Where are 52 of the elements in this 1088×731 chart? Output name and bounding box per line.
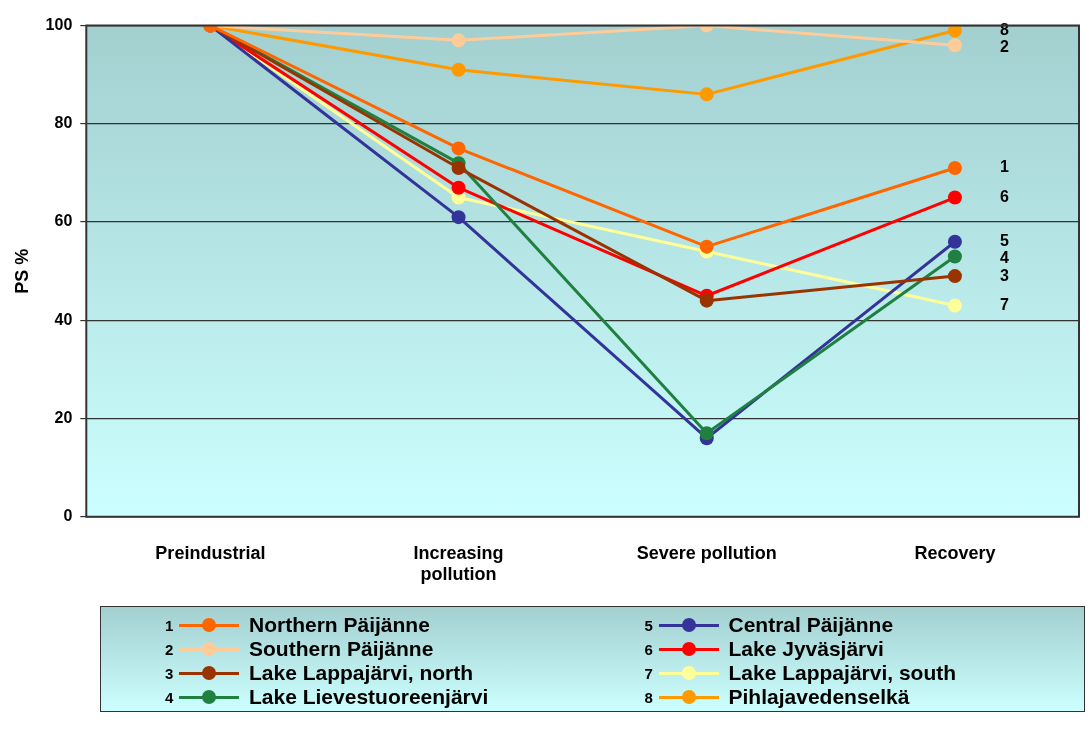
y-tick-label: 0	[63, 507, 73, 525]
point	[451, 210, 466, 225]
y-tick-label: 60	[54, 212, 73, 230]
legend-label: Lake Jyväsjärvi	[728, 637, 884, 661]
annotation: 4	[999, 249, 1009, 267]
point	[947, 25, 962, 38]
x-tick-label: Recovery	[914, 542, 996, 563]
x-tick-label: Severe pollution	[636, 542, 777, 563]
point	[699, 239, 714, 254]
point	[947, 161, 962, 176]
legend-label: Southern Päijänne	[249, 637, 434, 661]
text: 8	[644, 688, 653, 706]
point	[699, 293, 714, 308]
point	[699, 87, 714, 102]
y-tick-label: 40	[54, 310, 73, 328]
y-tick-label: 20	[54, 408, 73, 426]
y-axis-title: PS %	[11, 248, 32, 294]
x-tick-label: Preindustrial	[155, 542, 266, 563]
annotation: 7	[999, 295, 1009, 313]
legend-label: Lake Lappajärvi, south	[728, 661, 957, 685]
point	[699, 426, 714, 441]
legend-label: Lake Lievestuoreenjärvi	[249, 685, 489, 709]
text: 5	[644, 616, 653, 634]
text: 3	[165, 664, 174, 682]
y-tick-label: 80	[54, 114, 73, 132]
text: 4	[165, 688, 174, 706]
legend-label: Lake Lappajärvi, north	[249, 661, 474, 685]
y-tick-label: 100	[45, 16, 73, 34]
text: 6	[644, 640, 653, 658]
point	[451, 180, 466, 195]
point	[947, 38, 962, 53]
x-tick-label: Increasing pollution	[413, 542, 504, 585]
annotation: 6	[999, 187, 1009, 205]
point	[947, 234, 962, 249]
annotation: 3	[999, 266, 1009, 284]
point	[947, 298, 962, 313]
text: 7	[644, 664, 653, 682]
annotation: 5	[999, 232, 1009, 250]
annotation: 2	[999, 37, 1009, 55]
legend-label: Central Päijänne	[728, 613, 894, 637]
point	[451, 33, 466, 48]
text: 2	[165, 640, 174, 658]
legend-label: Northern Päijänne	[249, 613, 430, 637]
point	[451, 141, 466, 156]
annotation: 1	[999, 158, 1009, 176]
point	[451, 62, 466, 77]
legend-label: Pihlajavedenselkä	[728, 685, 910, 709]
point	[451, 161, 466, 176]
point	[947, 190, 962, 205]
point	[947, 249, 962, 264]
point	[947, 269, 962, 284]
text: 1	[165, 616, 174, 634]
